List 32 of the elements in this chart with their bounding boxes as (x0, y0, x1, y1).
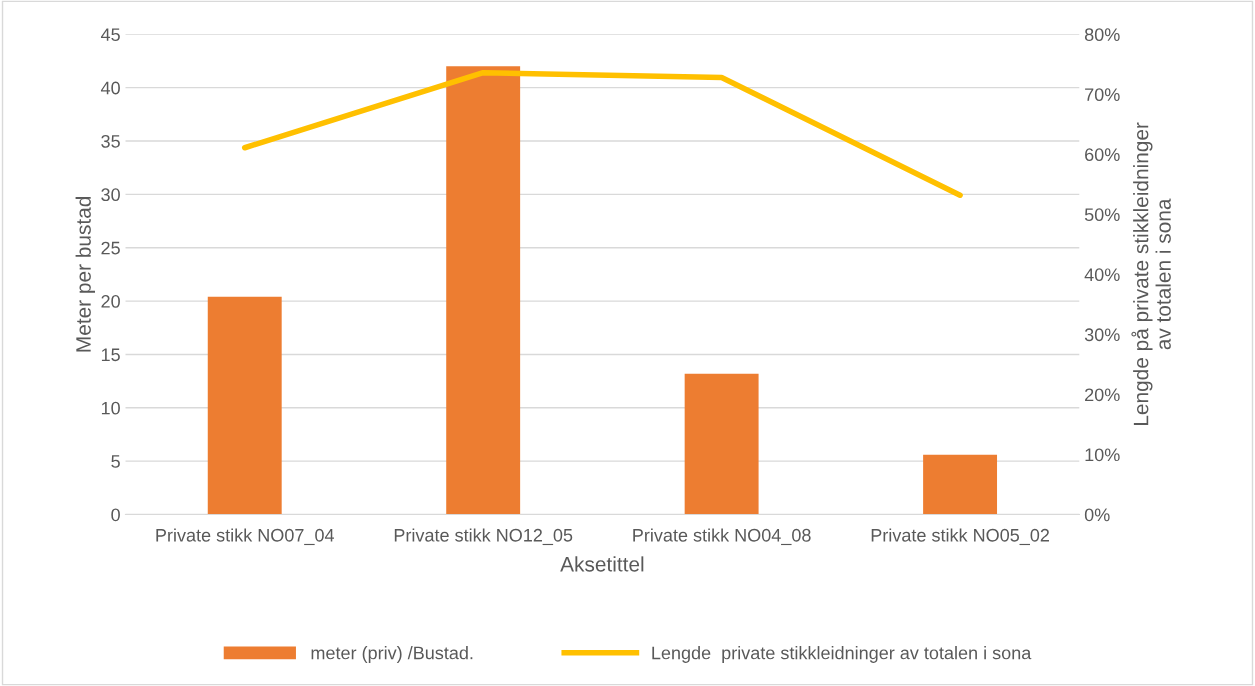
y-tick-label: 35 (101, 134, 120, 148)
y-tick-label: 25 (101, 241, 120, 255)
y2-tick-label: 50% (1084, 208, 1120, 222)
bar (207, 296, 282, 515)
y2-tick-label: 10% (1085, 448, 1120, 462)
x-axis-title: Aksetittel (560, 556, 644, 572)
y2-tick-label: 70% (1085, 88, 1120, 102)
x-tick-label: Private stikk NO07_04 (156, 528, 335, 546)
y2-axis-title: Lengde på private stikkleidninger av totalen i sona (1131, 122, 1171, 425)
bar (684, 373, 759, 515)
y-tick-label: 5 (111, 455, 120, 468)
y2-tick-label: 80% (1084, 28, 1120, 42)
x-tick-label: Private stikk NO04_08 (633, 528, 811, 546)
y-tick-label: 10 (101, 401, 120, 415)
y2-tick-label: 40% (1084, 268, 1120, 282)
legend-label: meter (priv) /Bustad. (311, 646, 473, 663)
y2-tick-label: 60% (1085, 148, 1120, 162)
y-tick-label: 20 (101, 295, 120, 308)
y2-tick-label: 20% (1085, 388, 1120, 402)
y-tick-label: 30 (101, 188, 120, 202)
x-tick-label: Private stikk NO12_05 (394, 528, 573, 546)
y-tick-label: 0 (111, 508, 120, 522)
x-tick-label: Private stikk NO05_02 (871, 528, 1049, 546)
y-axis-title: Meter per bustad (75, 196, 95, 352)
legend-label: Lengde private stikkleidninger av totalen i sona (652, 646, 1032, 663)
bar (446, 66, 521, 515)
y-tick-label: 15 (101, 348, 120, 362)
bar (923, 454, 998, 515)
y-tick-label: 40 (100, 81, 120, 95)
y2-tick-label: 30% (1084, 328, 1120, 342)
y-tick-label: 45 (100, 28, 120, 42)
y2-tick-label: 0% (1084, 508, 1110, 522)
